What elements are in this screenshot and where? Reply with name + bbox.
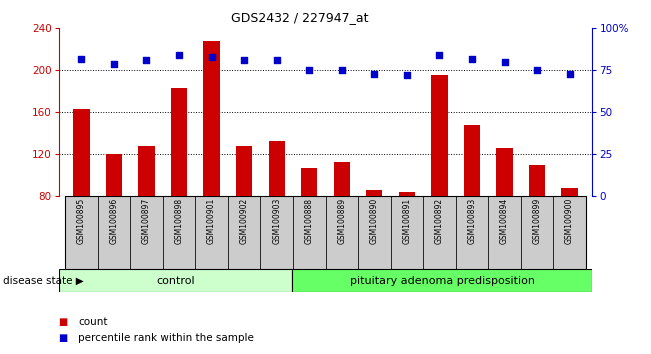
Text: GSM100902: GSM100902 [240,198,249,244]
Point [532,68,542,73]
Text: GSM100891: GSM100891 [402,198,411,244]
Text: GSM100890: GSM100890 [370,198,379,244]
Bar [521,196,553,269]
Point [76,56,87,62]
Text: GDS2432 / 227947_at: GDS2432 / 227947_at [230,11,368,24]
Bar [561,188,577,196]
Bar [358,196,391,269]
Text: ■: ■ [59,333,68,343]
Bar [398,192,415,196]
Bar [228,196,260,269]
Point [434,52,445,58]
Point [206,54,217,60]
Bar [366,190,382,196]
Bar [456,196,488,269]
Text: GSM100897: GSM100897 [142,198,151,244]
Bar [391,196,423,269]
Text: GSM100896: GSM100896 [109,198,118,244]
Bar [195,196,228,269]
Bar [293,196,326,269]
Point [239,57,249,63]
Bar [333,162,350,196]
Text: GSM100889: GSM100889 [337,198,346,244]
Point [499,59,510,65]
Text: GSM100903: GSM100903 [272,198,281,244]
Text: GSM100900: GSM100900 [565,198,574,244]
Bar [301,168,317,196]
Bar [292,269,592,292]
Text: count: count [78,317,107,327]
Bar [423,196,456,269]
Point [467,56,477,62]
Text: GSM100894: GSM100894 [500,198,509,244]
Bar [529,165,545,196]
Bar [269,141,285,196]
Bar [65,196,98,269]
Bar [326,196,358,269]
Point [271,57,282,63]
Bar [236,146,252,196]
Point [109,61,119,67]
Bar [105,154,122,196]
Bar [59,269,292,292]
Text: GSM100901: GSM100901 [207,198,216,244]
Bar [163,196,195,269]
Bar [138,146,154,196]
Bar [130,196,163,269]
Bar [203,41,220,196]
Bar [98,196,130,269]
Point [304,68,314,73]
Bar [553,196,586,269]
Bar [488,196,521,269]
Bar [431,75,447,196]
Point [174,52,184,58]
Bar [73,109,89,196]
Text: GSM100893: GSM100893 [467,198,477,244]
Text: disease state ▶: disease state ▶ [3,275,84,286]
Point [564,71,575,76]
Point [141,57,152,63]
Text: ■: ■ [59,317,68,327]
Text: pituitary adenoma predisposition: pituitary adenoma predisposition [350,275,534,286]
Point [402,73,412,78]
Text: percentile rank within the sample: percentile rank within the sample [78,333,254,343]
Bar [260,196,293,269]
Point [337,68,347,73]
Text: control: control [156,275,195,286]
Text: GSM100899: GSM100899 [533,198,542,244]
Text: GSM100895: GSM100895 [77,198,86,244]
Text: GSM100888: GSM100888 [305,198,314,244]
Bar [464,125,480,196]
Bar [171,88,187,196]
Text: GSM100898: GSM100898 [174,198,184,244]
Text: GSM100892: GSM100892 [435,198,444,244]
Point [369,71,380,76]
Bar [496,148,513,196]
